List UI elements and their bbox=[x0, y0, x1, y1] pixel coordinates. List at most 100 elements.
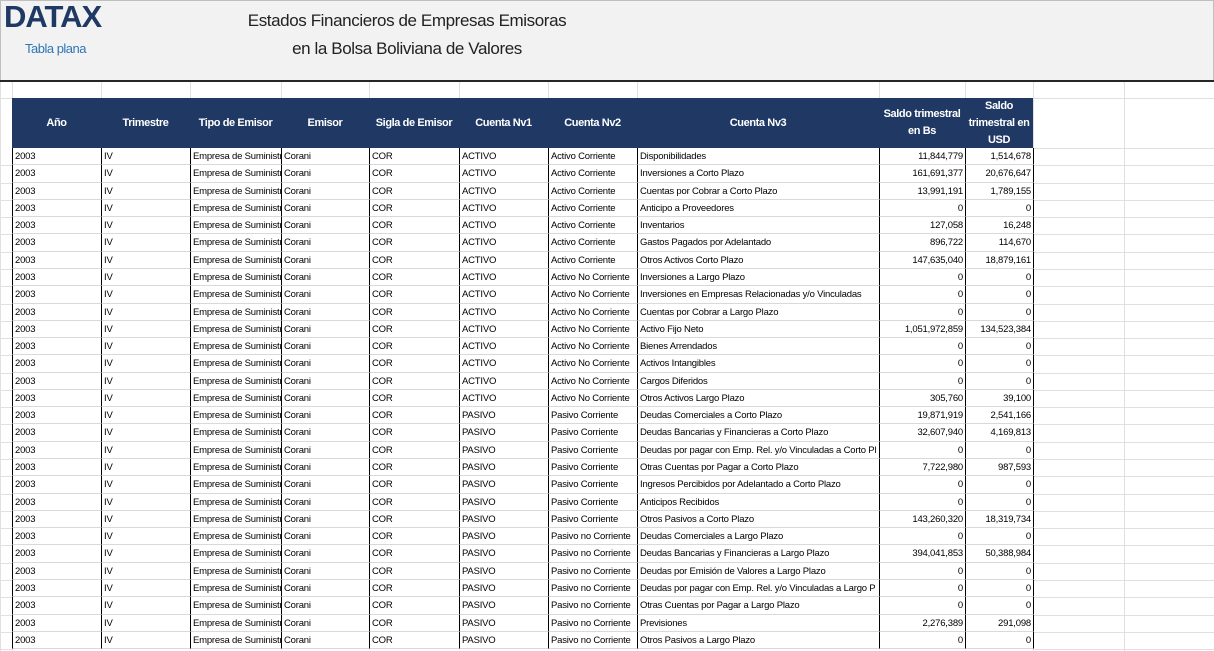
table-cell[interactable]: Activo Corriente bbox=[548, 234, 637, 252]
table-cell[interactable]: 2003 bbox=[12, 407, 101, 425]
table-cell[interactable]: Activo Corriente bbox=[548, 148, 637, 166]
table-cell[interactable]: COR bbox=[369, 182, 459, 200]
table-cell[interactable]: PASIVO bbox=[459, 545, 548, 563]
table-cell[interactable]: ACTIVO bbox=[459, 268, 548, 287]
table-cell[interactable]: COR bbox=[369, 268, 459, 287]
table-cell[interactable]: 2003 bbox=[12, 597, 101, 615]
table-cell[interactable]: Pasivo no Corriente bbox=[548, 562, 637, 580]
table-cell[interactable]: 2003 bbox=[12, 320, 101, 339]
table-cell[interactable]: Corani bbox=[281, 631, 369, 650]
table-cell[interactable]: 0 bbox=[965, 528, 1034, 546]
table-cell[interactable]: Empresa de Suministr bbox=[190, 493, 281, 511]
table-cell[interactable]: Pasivo Corriente bbox=[548, 476, 637, 494]
table-cell[interactable]: PASIVO bbox=[459, 459, 548, 477]
table-cell[interactable]: COR bbox=[369, 424, 459, 442]
table-cell[interactable]: IV bbox=[101, 303, 190, 321]
table-cell[interactable]: 0 bbox=[965, 562, 1034, 580]
table-cell[interactable]: Anticipos Recibidos bbox=[637, 493, 879, 511]
table-cell[interactable]: Activo No Corriente bbox=[548, 389, 637, 408]
table-cell[interactable]: COR bbox=[369, 510, 459, 529]
table-cell[interactable]: Empresa de Suministr bbox=[190, 562, 281, 580]
table-cell[interactable]: 1,789,155 bbox=[965, 182, 1034, 200]
table-cell[interactable]: 394,041,853 bbox=[879, 545, 965, 563]
table-cell[interactable]: IV bbox=[101, 545, 190, 563]
table-cell[interactable]: Pasivo Corriente bbox=[548, 407, 637, 425]
table-cell[interactable]: 0 bbox=[879, 528, 965, 546]
table-cell[interactable]: 7,722,980 bbox=[879, 459, 965, 477]
table-cell[interactable]: Deudas por Emisión de Valores a Largo Pl… bbox=[637, 562, 879, 580]
table-cell[interactable]: IV bbox=[101, 251, 190, 269]
table-cell[interactable]: 2,541,166 bbox=[965, 407, 1034, 425]
table-cell[interactable]: Empresa de Suministr bbox=[190, 372, 281, 390]
table-cell[interactable]: Empresa de Suministr bbox=[190, 217, 281, 235]
table-cell[interactable]: 0 bbox=[879, 597, 965, 615]
table-cell[interactable]: 0 bbox=[965, 441, 1034, 460]
table-cell[interactable]: 987,593 bbox=[965, 459, 1034, 477]
table-cell[interactable]: 0 bbox=[879, 562, 965, 580]
table-cell[interactable]: 16,248 bbox=[965, 217, 1034, 235]
table-cell[interactable]: 13,991,191 bbox=[879, 182, 965, 200]
table-cell[interactable]: Activo No Corriente bbox=[548, 372, 637, 390]
table-cell[interactable]: 0 bbox=[879, 355, 965, 373]
table-cell[interactable]: 2003 bbox=[12, 510, 101, 529]
table-cell[interactable]: Empresa de Suministr bbox=[190, 580, 281, 598]
table-cell[interactable]: IV bbox=[101, 459, 190, 477]
table-cell[interactable]: 2003 bbox=[12, 441, 101, 460]
table-cell[interactable]: 0 bbox=[965, 493, 1034, 511]
table-cell[interactable]: Empresa de Suministr bbox=[190, 528, 281, 546]
table-cell[interactable]: Empresa de Suministr bbox=[190, 424, 281, 442]
table-cell[interactable]: COR bbox=[369, 338, 459, 356]
table-cell[interactable]: ACTIVO bbox=[459, 165, 548, 183]
table-cell[interactable]: 2003 bbox=[12, 424, 101, 442]
table-cell[interactable]: Activo Corriente bbox=[548, 165, 637, 183]
table-cell[interactable]: 2003 bbox=[12, 303, 101, 321]
table-cell[interactable]: 18,319,734 bbox=[965, 510, 1034, 529]
table-cell[interactable]: Empresa de Suministr bbox=[190, 510, 281, 529]
table-cell[interactable]: COR bbox=[369, 303, 459, 321]
table-cell[interactable]: 143,260,320 bbox=[879, 510, 965, 529]
table-cell[interactable]: ACTIVO bbox=[459, 182, 548, 200]
table-cell[interactable]: IV bbox=[101, 510, 190, 529]
table-cell[interactable]: ACTIVO bbox=[459, 217, 548, 235]
table-cell[interactable]: Gastos Pagados por Adelantado bbox=[637, 234, 879, 252]
table-cell[interactable]: Corani bbox=[281, 528, 369, 546]
table-cell[interactable]: 127,058 bbox=[879, 217, 965, 235]
table-cell[interactable]: Inventarios bbox=[637, 217, 879, 235]
table-cell[interactable]: Empresa de Suministr bbox=[190, 407, 281, 425]
table-cell[interactable]: Empresa de Suministr bbox=[190, 320, 281, 339]
table-cell[interactable]: Deudas Comerciales a Largo Plazo bbox=[637, 528, 879, 546]
table-cell[interactable]: PASIVO bbox=[459, 476, 548, 494]
table-cell[interactable]: ACTIVO bbox=[459, 199, 548, 218]
table-cell[interactable]: 2003 bbox=[12, 217, 101, 235]
table-cell[interactable]: PASIVO bbox=[459, 614, 548, 632]
table-cell[interactable]: 0 bbox=[879, 338, 965, 356]
table-cell[interactable]: 0 bbox=[965, 476, 1034, 494]
table-cell[interactable]: 39,100 bbox=[965, 389, 1034, 408]
table-cell[interactable]: Corani bbox=[281, 493, 369, 511]
table-cell[interactable]: COR bbox=[369, 320, 459, 339]
table-cell[interactable]: Activo No Corriente bbox=[548, 268, 637, 287]
table-cell[interactable]: 0 bbox=[879, 286, 965, 304]
table-cell[interactable]: COR bbox=[369, 597, 459, 615]
table-cell[interactable]: IV bbox=[101, 562, 190, 580]
table-cell[interactable]: Deudas Bancarias y Financieras a Largo P… bbox=[637, 545, 879, 563]
table-cell[interactable]: Corani bbox=[281, 199, 369, 218]
table-cell[interactable]: 134,523,384 bbox=[965, 320, 1034, 339]
table-cell[interactable]: COR bbox=[369, 493, 459, 511]
table-cell[interactable]: PASIVO bbox=[459, 580, 548, 598]
table-cell[interactable]: Corani bbox=[281, 562, 369, 580]
table-cell[interactable]: Empresa de Suministr bbox=[190, 303, 281, 321]
table-cell[interactable]: Corani bbox=[281, 614, 369, 632]
table-cell[interactable]: Pasivo Corriente bbox=[548, 441, 637, 460]
table-cell[interactable]: ACTIVO bbox=[459, 355, 548, 373]
table-cell[interactable]: ACTIVO bbox=[459, 303, 548, 321]
table-cell[interactable]: IV bbox=[101, 476, 190, 494]
table-cell[interactable]: COR bbox=[369, 355, 459, 373]
table-cell[interactable]: 0 bbox=[965, 355, 1034, 373]
table-cell[interactable]: IV bbox=[101, 597, 190, 615]
table-cell[interactable]: Activo No Corriente bbox=[548, 355, 637, 373]
table-cell[interactable]: 2003 bbox=[12, 493, 101, 511]
table-cell[interactable]: Corani bbox=[281, 459, 369, 477]
table-cell[interactable]: Empresa de Suministr bbox=[190, 199, 281, 218]
table-cell[interactable]: IV bbox=[101, 580, 190, 598]
